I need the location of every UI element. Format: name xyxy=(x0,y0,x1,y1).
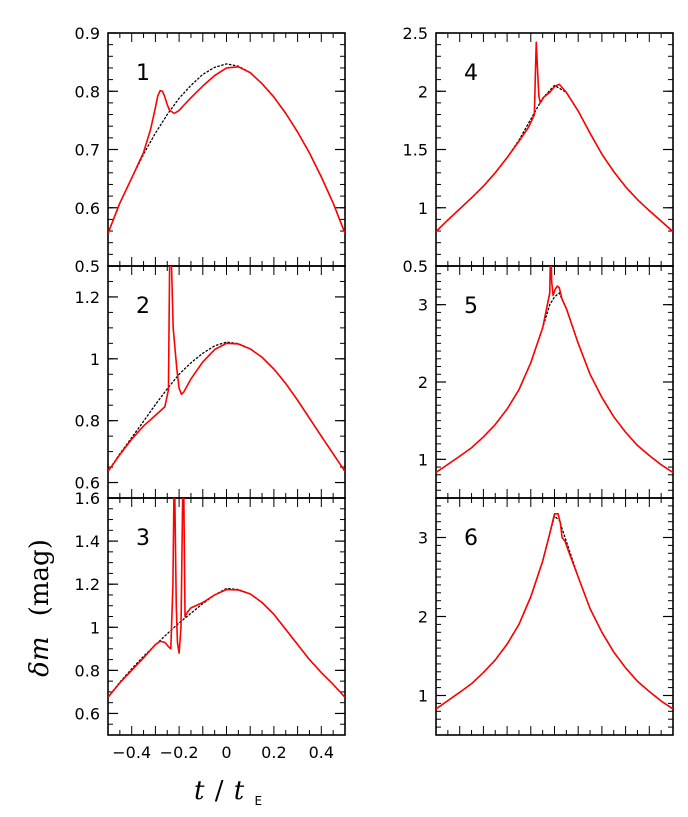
panel-2-label: 2 xyxy=(136,294,150,319)
panel-4-dotted-curve xyxy=(436,84,673,233)
panel-5-ytick-label: 2 xyxy=(418,373,428,392)
panel-6-solid-curve xyxy=(436,513,673,710)
panels-layer: 0.5 0.6 0.7 0.8 0.9 1 0.6 0.8 1 1.2 2 0.6 0.8 1 1.2 1.4… xyxy=(75,24,674,762)
panel-2-ytick-label: 1.2 xyxy=(75,288,100,307)
panel-1-ytick-label: 0.9 xyxy=(75,24,100,43)
panel-1-label: 1 xyxy=(136,61,150,86)
panel-3-ytick-label: 0.8 xyxy=(75,661,100,680)
panel-4-label: 4 xyxy=(464,61,478,86)
panel-6-ytick-label: 2 xyxy=(418,608,428,627)
panel-1-ytick-label: 0.7 xyxy=(75,141,100,160)
y-axis-title: δm (mag) xyxy=(25,539,55,677)
panel-5-label: 5 xyxy=(464,294,478,319)
panel-3: 0.6 0.8 1 1.2 1.4 1.6 −0.4 −0.2 0 0.2 0.4 3 xyxy=(75,489,346,762)
panel-3-dotted-curve xyxy=(108,587,345,698)
panel-1-ytick-label: 0.8 xyxy=(75,82,100,101)
panel-2-solid-curve xyxy=(108,266,345,472)
panel-1-solid-curve xyxy=(108,65,345,234)
panel-1: 0.5 0.6 0.7 0.8 0.9 1 xyxy=(75,24,346,276)
x-axis-title: t / t E xyxy=(194,776,262,808)
panel-4-ytick-label: 0.5 xyxy=(403,257,428,276)
panel-3-solid-curve xyxy=(108,498,345,698)
x-tick-label: 0.4 xyxy=(309,743,334,762)
x-axis-title-slash: / xyxy=(215,776,224,806)
panel-4-ytick-label: 2.5 xyxy=(403,24,428,43)
panel-3-ytick-label: 1.6 xyxy=(75,489,100,508)
y-axis-title-main: δm xyxy=(25,637,55,677)
panel-6-ytick-label: 1 xyxy=(418,687,428,706)
x-axis-title-sub: E xyxy=(254,794,262,808)
panel-1-ytick-label: 0.5 xyxy=(75,257,100,276)
panel-4: 0.5 1 1.5 2 2.5 4 xyxy=(403,24,674,276)
panel-1-dotted-curve xyxy=(108,63,345,235)
panel-4-ytick-label: 1.5 xyxy=(403,141,428,160)
panel-2-dotted-curve xyxy=(108,341,345,473)
panel-3-label: 3 xyxy=(136,526,150,551)
panel-5-ytick-label: 3 xyxy=(418,296,428,315)
panel-2-ytick-label: 0.8 xyxy=(75,412,100,431)
panel-6-label: 6 xyxy=(464,526,478,551)
panel-5: 1 2 3 5 xyxy=(418,265,674,499)
x-tick-label: −0.4 xyxy=(112,743,151,762)
panel-3-ytick-label: 1.2 xyxy=(75,575,100,594)
panel-2: 0.6 0.8 1 1.2 2 xyxy=(75,265,346,499)
x-tick-label: −0.2 xyxy=(160,743,199,762)
panel-4-ytick-label: 1 xyxy=(418,199,428,218)
panel-5-ytick-label: 1 xyxy=(418,450,428,469)
x-axis-title-main: t xyxy=(194,776,205,806)
panel-3-ytick-label: 1.4 xyxy=(75,532,100,551)
y-axis-title-unit: (mag) xyxy=(25,539,55,616)
x-tick-label: 0 xyxy=(221,743,231,762)
panel-2-ytick-label: 0.6 xyxy=(75,474,100,493)
panel-3-ytick-label: 0.6 xyxy=(75,704,100,723)
panel-6: 1 2 3 6 xyxy=(418,497,674,736)
panel-6-ytick-label: 3 xyxy=(418,529,428,548)
panel-1-ytick-label: 0.6 xyxy=(75,199,100,218)
x-tick-label: 0.2 xyxy=(261,743,286,762)
panel-2-ytick-label: 1 xyxy=(90,350,100,369)
panel-4-solid-curve xyxy=(436,41,673,233)
panel-3-ytick-label: 1 xyxy=(90,618,100,637)
x-axis-title-den: t xyxy=(234,776,245,806)
panel-4-ytick-label: 2 xyxy=(418,82,428,101)
svg-text:δm (mag): δm (mag) xyxy=(25,539,55,677)
panel-5-solid-curve xyxy=(436,266,673,474)
